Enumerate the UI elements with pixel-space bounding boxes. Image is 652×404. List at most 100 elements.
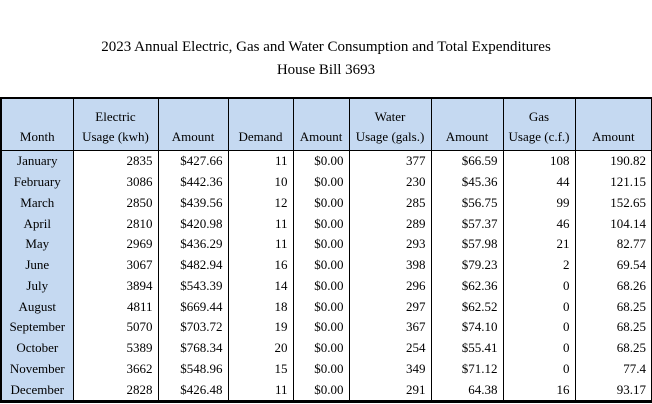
value-cell: 68.25 <box>574 317 652 338</box>
table-row: January 2835 $427.66 11 $0.00 377 $66.59 108 190… <box>1 150 652 172</box>
value-cell: 2850 <box>72 192 158 214</box>
value-cell: $74.10 <box>430 317 503 338</box>
month-cell: April <box>1 213 73 234</box>
value-cell: 11 <box>227 150 293 172</box>
table-row: June 3067 $482.94 16 $0.00 398 $79.23 2 69.54 <box>1 254 652 276</box>
month-cell: October <box>1 337 73 359</box>
table-row: October 5389 $768.34 20 $0.00 254 $55.41 0 68.25 <box>1 337 652 359</box>
value-cell: 11 <box>227 234 293 255</box>
value-cell: 367 <box>348 317 431 338</box>
value-cell: 293 <box>348 234 431 255</box>
value-cell: 3067 <box>72 254 158 276</box>
value-cell: $426.48 <box>157 379 228 402</box>
table-row: September 5070 $703.72 19 $0.00 367 $74.10 0 68.… <box>1 317 652 338</box>
month-cell: August <box>1 296 73 317</box>
column-header: Amount <box>574 98 652 151</box>
value-cell: 68.25 <box>574 296 652 317</box>
table-row: December 2828 $426.48 11 $0.00 291 64.38 16 93.1… <box>1 379 652 402</box>
value-cell: 398 <box>348 254 431 276</box>
value-cell: 296 <box>348 275 431 297</box>
value-cell: 0 <box>502 275 575 297</box>
value-cell: 377 <box>348 150 431 172</box>
value-cell: 20 <box>227 337 293 359</box>
value-cell: 104.14 <box>574 213 652 234</box>
value-cell: $703.72 <box>157 317 228 338</box>
value-cell: 108 <box>502 150 575 172</box>
table-row: May 2969 $436.29 11 $0.00 293 $57.98 21 82.77 <box>1 234 652 255</box>
column-header: Amount <box>157 98 228 151</box>
value-cell: $442.36 <box>157 171 228 193</box>
value-cell: 0 <box>502 317 575 338</box>
column-header: Demand <box>227 98 293 151</box>
report-title-line1: 2023 Annual Electric, Gas and Water Cons… <box>101 39 551 55</box>
table-row: April 2810 $420.98 11 $0.00 289 $57.37 46 104.14 <box>1 213 652 234</box>
table-row: March 2850 $439.56 12 $0.00 285 $56.75 99 152.65 <box>1 192 652 214</box>
value-cell: $0.00 <box>292 379 349 402</box>
value-cell: 46 <box>502 213 575 234</box>
value-cell: $55.41 <box>430 337 503 359</box>
value-cell: $0.00 <box>292 317 349 338</box>
value-cell: 0 <box>502 296 575 317</box>
column-header: Amount <box>292 98 349 151</box>
value-cell: 44 <box>502 171 575 193</box>
value-cell: $0.00 <box>292 171 349 193</box>
value-cell: 68.25 <box>574 337 652 359</box>
value-cell: 5070 <box>72 317 158 338</box>
month-cell: December <box>1 379 73 402</box>
value-cell: $482.94 <box>157 254 228 276</box>
value-cell: $0.00 <box>292 358 349 380</box>
value-cell: 82.77 <box>574 234 652 255</box>
value-cell: 121.15 <box>574 171 652 193</box>
value-cell: $62.36 <box>430 275 503 297</box>
table-header: Month Electric Usage (kwh) Amount Demand Amo… <box>1 98 652 151</box>
value-cell: 5389 <box>72 337 158 359</box>
value-cell: 68.26 <box>574 275 652 297</box>
month-cell: July <box>1 275 73 297</box>
table-row: November 3662 $548.96 15 $0.00 349 $71.12 0 77.4 <box>1 358 652 380</box>
table-row: February 3086 $442.36 10 $0.00 230 $45.36 44 121… <box>1 171 652 193</box>
value-cell: 291 <box>348 379 431 402</box>
value-cell: 2 <box>502 254 575 276</box>
table-body: January 2835 $427.66 11 $0.00 377 $66.59 108 190… <box>1 150 652 402</box>
value-cell: 14 <box>227 275 293 297</box>
value-cell: $0.00 <box>292 275 349 297</box>
value-cell: 11 <box>227 213 293 234</box>
table-header-row: Month Electric Usage (kwh) Amount Demand Amo… <box>1 98 652 151</box>
month-cell: March <box>1 192 73 214</box>
value-cell: 69.54 <box>574 254 652 276</box>
value-cell: 0 <box>502 337 575 359</box>
month-cell: June <box>1 254 73 276</box>
value-cell: $427.66 <box>157 150 228 172</box>
value-cell: $57.37 <box>430 213 503 234</box>
column-header: Month <box>1 98 73 151</box>
value-cell: $0.00 <box>292 254 349 276</box>
value-cell: $420.98 <box>157 213 228 234</box>
value-cell: 349 <box>348 358 431 380</box>
value-cell: 0 <box>502 358 575 380</box>
value-cell: $66.59 <box>430 150 503 172</box>
month-cell: September <box>1 317 73 338</box>
report-title-line2: House Bill 3693 <box>276 62 376 78</box>
value-cell: 190.82 <box>574 150 652 172</box>
value-cell: $62.52 <box>430 296 503 317</box>
value-cell: 2835 <box>72 150 158 172</box>
value-cell: $0.00 <box>292 192 349 214</box>
month-cell: May <box>1 234 73 255</box>
value-cell: 285 <box>348 192 431 214</box>
value-cell: 2969 <box>72 234 158 255</box>
value-cell: 18 <box>227 296 293 317</box>
value-cell: 2828 <box>72 379 158 402</box>
value-cell: 3086 <box>72 171 158 193</box>
value-cell: 64.38 <box>430 379 503 402</box>
value-cell: 21 <box>502 234 575 255</box>
value-cell: 99 <box>502 192 575 214</box>
value-cell: $0.00 <box>292 234 349 255</box>
value-cell: $57.98 <box>430 234 503 255</box>
value-cell: 10 <box>227 171 293 193</box>
value-cell: $768.34 <box>157 337 228 359</box>
value-cell: $0.00 <box>292 213 349 234</box>
column-header: Water Usage (gals.) <box>348 98 431 151</box>
value-cell: $71.12 <box>430 358 503 380</box>
value-cell: 2810 <box>72 213 158 234</box>
